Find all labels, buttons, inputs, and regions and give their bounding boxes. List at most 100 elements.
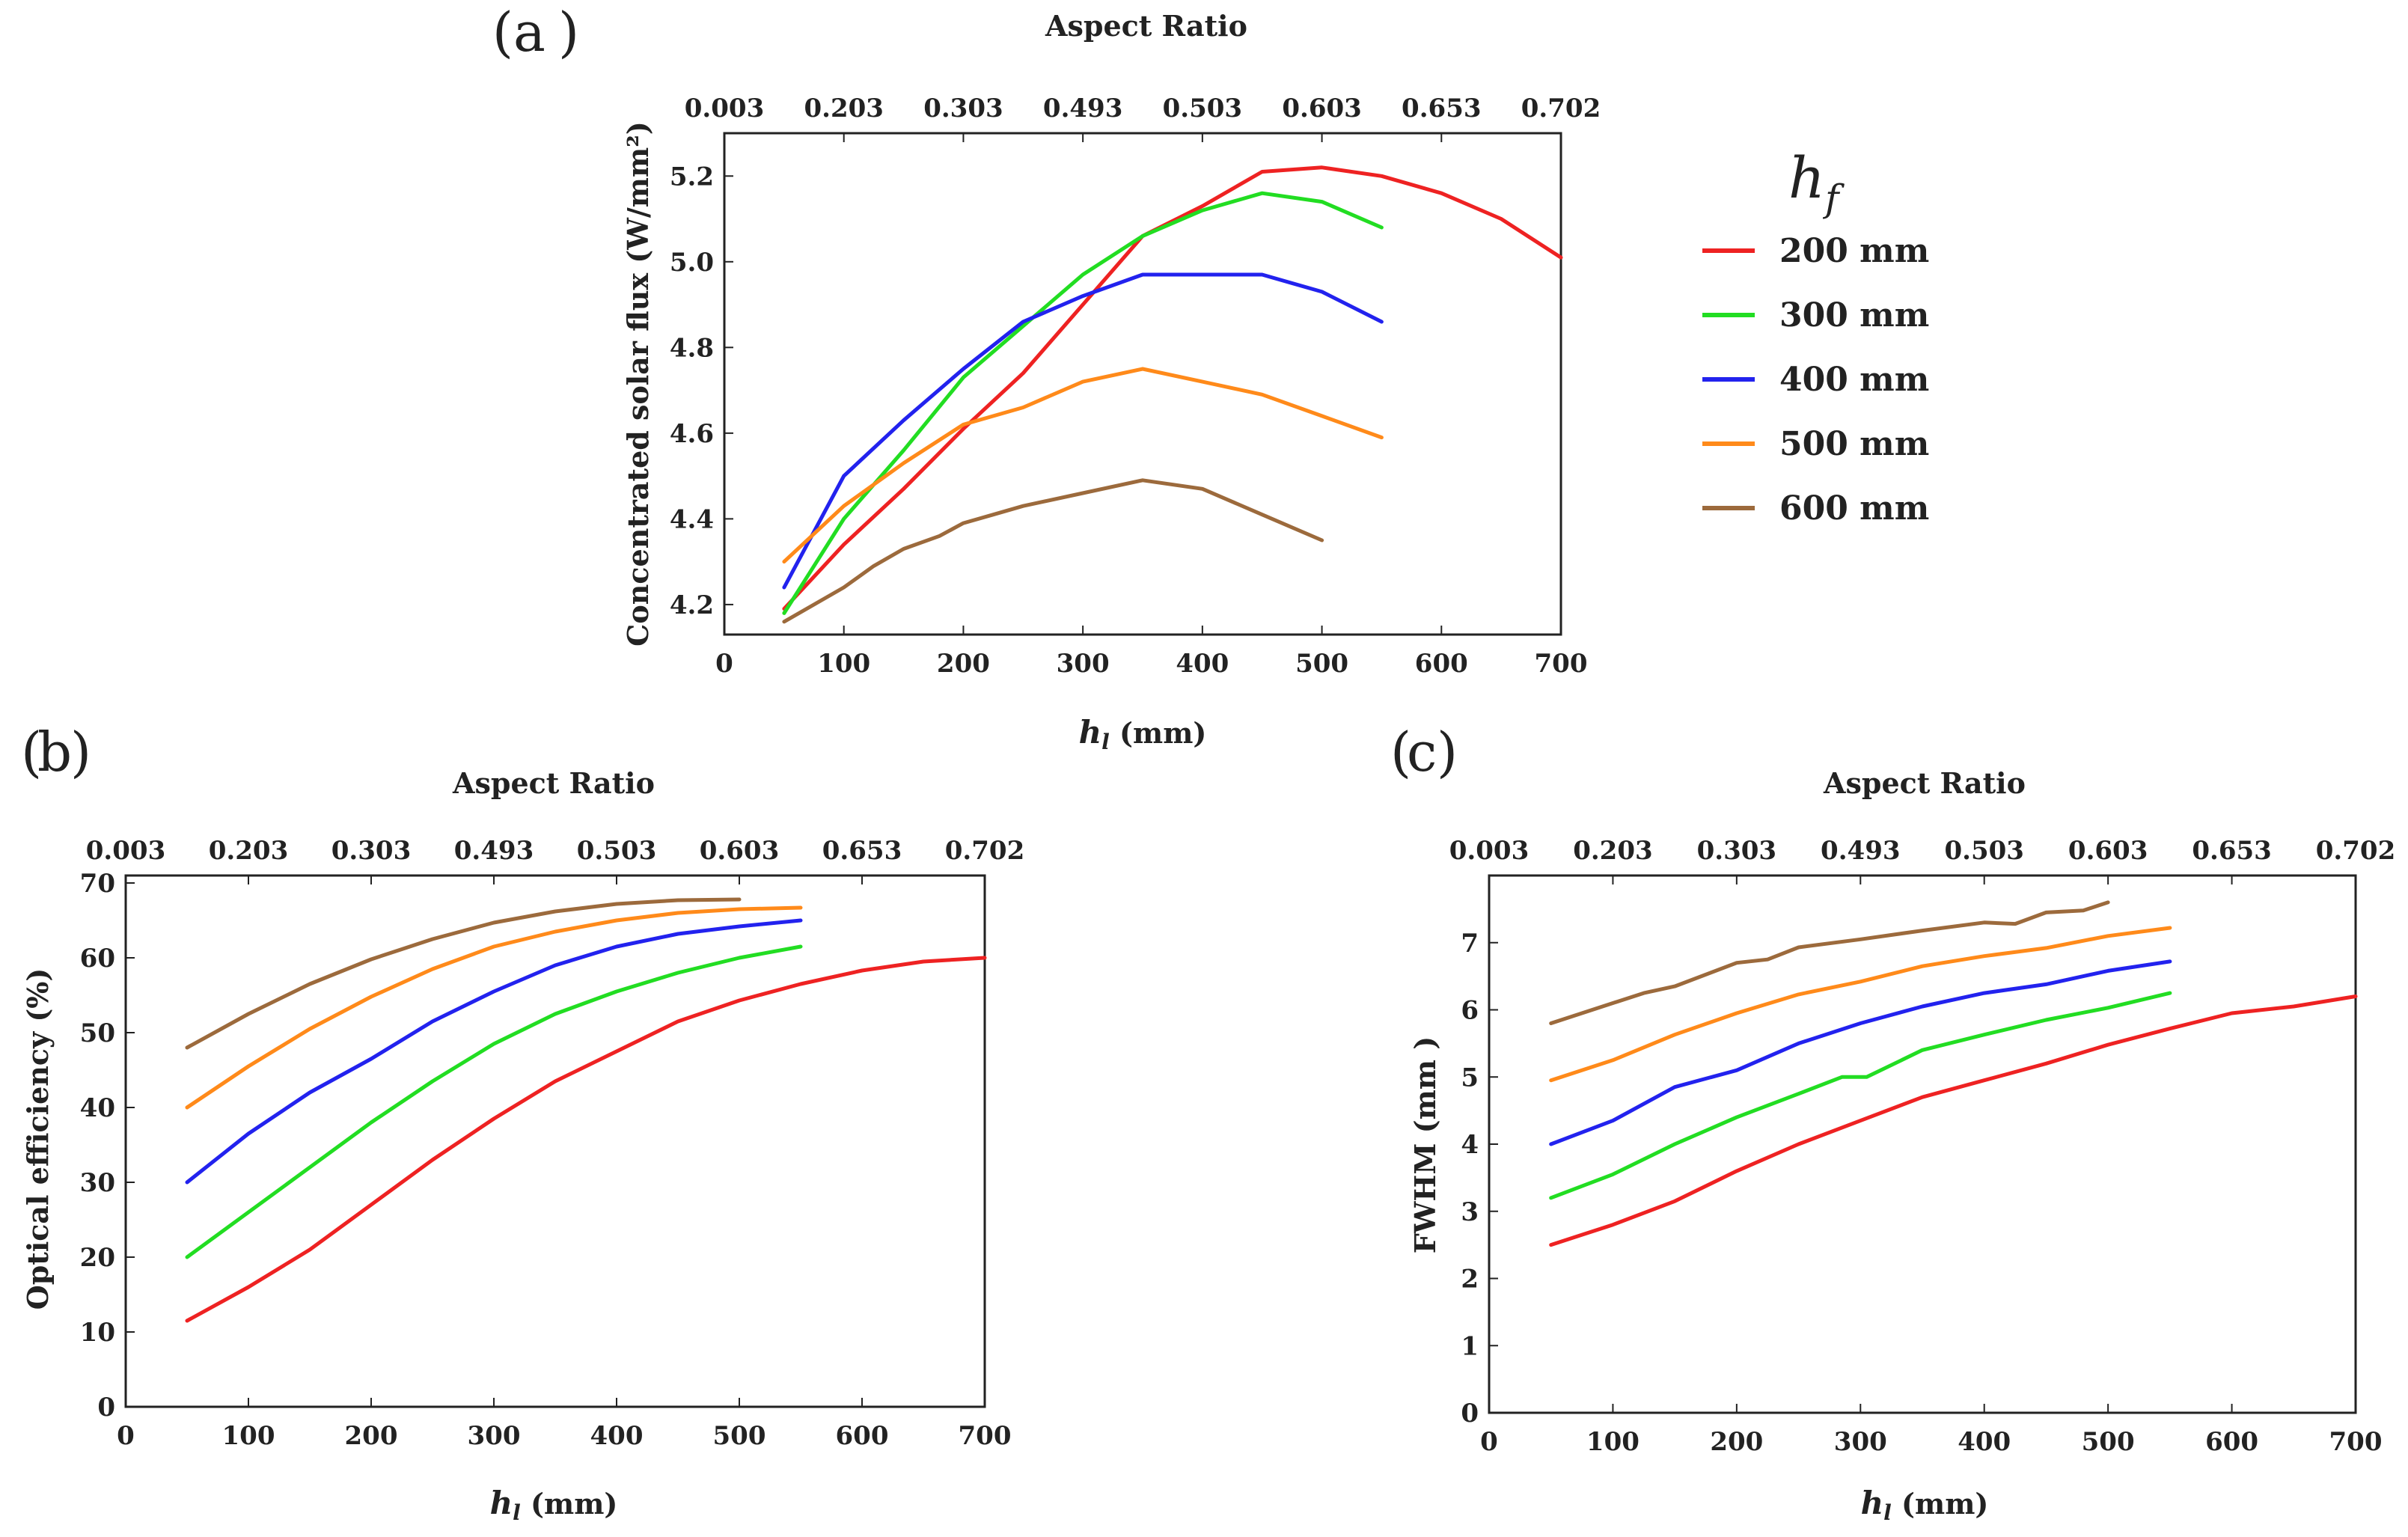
series-line-600-mm (782, 478, 1324, 624)
x-tick-label: 300 (1057, 649, 1110, 679)
x-tick-label: 500 (1295, 649, 1348, 679)
top-tick-label: 0.503 (577, 836, 656, 866)
top-tick-label: 0.603 (2068, 836, 2148, 866)
legend-entry: 500 mm (1702, 425, 1929, 463)
y-tick-label: 30 (80, 1168, 115, 1198)
top-tick-label: 0.303 (331, 836, 411, 866)
x-tick-label: 600 (836, 1421, 889, 1451)
y-tick-label: 5 (1461, 1063, 1479, 1093)
top-tick-label: 0.653 (822, 836, 902, 866)
x-tick-label: 200 (345, 1421, 398, 1451)
panel-b-paren-close: ) (70, 721, 91, 783)
series-line-300-mm (1549, 991, 2172, 1200)
panel-a: ( a ) Aspect Ratio 0.003 0.203 0.303 0.493 0… (492, 1, 1601, 754)
panel-c-y-axis-label: FWHM (mm ) (1408, 1036, 1442, 1253)
top-tick-label: 0.603 (1282, 94, 1361, 123)
panel-c-plot-frame (1488, 874, 2357, 1414)
y-tick-label: 5.2 (670, 162, 714, 192)
top-tick-label: 0.653 (2192, 836, 2271, 866)
legend-label-300: 300 mm (1779, 296, 1929, 334)
top-tick-label: 0.003 (1449, 836, 1529, 866)
x-tick-label: 500 (2082, 1427, 2135, 1457)
y-tick-label: 4.4 (670, 504, 714, 534)
panel-b-x-ticks: 0 100 200 300 400 500 600 700 (117, 1398, 1011, 1451)
panel-c-x-ticks: 0 100 200 300 400 500 600 700 (1480, 1404, 2382, 1457)
y-tick-label: 3 (1461, 1197, 1479, 1227)
x-tick-label: 100 (222, 1421, 275, 1451)
panel-a-letter: a (513, 1, 546, 64)
panel-a-paren-open: ( (492, 1, 513, 64)
legend-entry: 200 mm (1702, 232, 1929, 270)
y-tick-label: 1 (1461, 1331, 1479, 1361)
panel-c-letter: c (1407, 721, 1437, 783)
panel-a-plot-frame (723, 132, 1562, 636)
panel-b-y-ticks: 0 10 20 30 40 50 60 70 (80, 869, 135, 1423)
panel-c-series (1549, 900, 2358, 1247)
panel-a-y-ticks: 4.2 4.4 4.6 4.8 5.0 5.2 (670, 162, 733, 620)
panel-c-paren-open: ( (1390, 721, 1411, 783)
panel-c: ( c ) Aspect Ratio 0.003 0.203 0.303 0.493 0… (1390, 721, 2395, 1525)
x-tick-label: 700 (959, 1421, 1012, 1451)
x-tick-label: 500 (713, 1421, 766, 1451)
panel-b-top-ticks: 0.003 0.203 0.303 0.493 0.503 0.603 0.653 0.702 (86, 836, 1024, 884)
top-tick-label: 0.203 (209, 836, 288, 866)
legend-label-200: 200 mm (1779, 232, 1929, 270)
panel-c-y-ticks: 0 1 2 3 4 5 6 7 (1461, 929, 1498, 1428)
y-tick-label: 7 (1461, 929, 1479, 959)
x-tick-label: 0 (715, 649, 733, 679)
y-tick-label: 70 (80, 869, 115, 899)
legend: hf 200 mm 300 mm 400 mm 500 mm 600 mm (1702, 144, 1929, 528)
y-tick-label: 0 (1461, 1399, 1479, 1428)
y-tick-label: 10 (80, 1318, 115, 1348)
top-tick-label: 0.493 (1043, 94, 1122, 123)
panel-c-top-axis-label: Aspect Ratio (1823, 766, 2026, 800)
x-tick-label: 0 (117, 1421, 135, 1451)
legend-label-500: 500 mm (1779, 425, 1929, 463)
panel-b-x-axis-label: hl (mm) (490, 1485, 618, 1525)
y-tick-label: 0 (97, 1393, 115, 1423)
top-tick-label: 0.702 (945, 836, 1024, 866)
series-line-400-mm (1549, 959, 2172, 1146)
series-line-200-mm (782, 165, 1563, 611)
series-line-500-mm (1549, 926, 2172, 1083)
x-tick-label: 0 (1480, 1427, 1498, 1457)
x-tick-label: 700 (2329, 1427, 2383, 1457)
y-tick-label: 50 (80, 1018, 115, 1048)
panel-a-y-axis-label: Concentrated solar flux (W/mm²) (621, 121, 655, 647)
series-line-400-mm (185, 918, 803, 1185)
top-tick-label: 0.493 (454, 836, 534, 866)
top-tick-label: 0.503 (1944, 836, 2023, 866)
top-tick-label: 0.303 (923, 94, 1003, 123)
top-tick-label: 0.003 (86, 836, 165, 866)
top-tick-label: 0.702 (2316, 836, 2395, 866)
top-tick-label: 0.603 (700, 836, 779, 866)
series-line-600-mm (1549, 900, 2110, 1025)
series-line-200-mm (1549, 994, 2358, 1247)
top-tick-label: 0.203 (804, 94, 883, 123)
y-tick-label: 40 (80, 1093, 115, 1123)
panel-a-x-axis-label: hl (mm) (1079, 714, 1207, 754)
series-line-300-mm (185, 944, 803, 1259)
series-line-600-mm (185, 897, 742, 1050)
series-line-200-mm (185, 956, 987, 1323)
x-tick-label: 100 (817, 649, 870, 679)
x-tick-label: 100 (1586, 1427, 1640, 1457)
y-tick-label: 4.8 (670, 333, 714, 363)
panel-b-series (185, 897, 987, 1323)
panel-b-plot-frame (124, 874, 986, 1408)
panel-c-paren-close: ) (1437, 721, 1458, 783)
legend-title: hf (1788, 144, 1845, 220)
x-tick-label: 300 (1834, 1427, 1887, 1457)
y-tick-label: 4.2 (670, 590, 714, 620)
top-tick-label: 0.702 (1521, 94, 1601, 123)
panel-b-y-axis-label: Optical efficiency (%) (21, 968, 55, 1310)
panel-c-x-axis-label: hl (mm) (1861, 1485, 1989, 1525)
y-tick-label: 20 (80, 1243, 115, 1273)
x-tick-label: 400 (1176, 649, 1229, 679)
y-tick-label: 5.0 (670, 248, 714, 278)
panel-b-letter: b (37, 721, 72, 783)
x-tick-label: 200 (937, 649, 990, 679)
series-line-400-mm (782, 272, 1384, 590)
y-tick-label: 4 (1461, 1130, 1479, 1160)
